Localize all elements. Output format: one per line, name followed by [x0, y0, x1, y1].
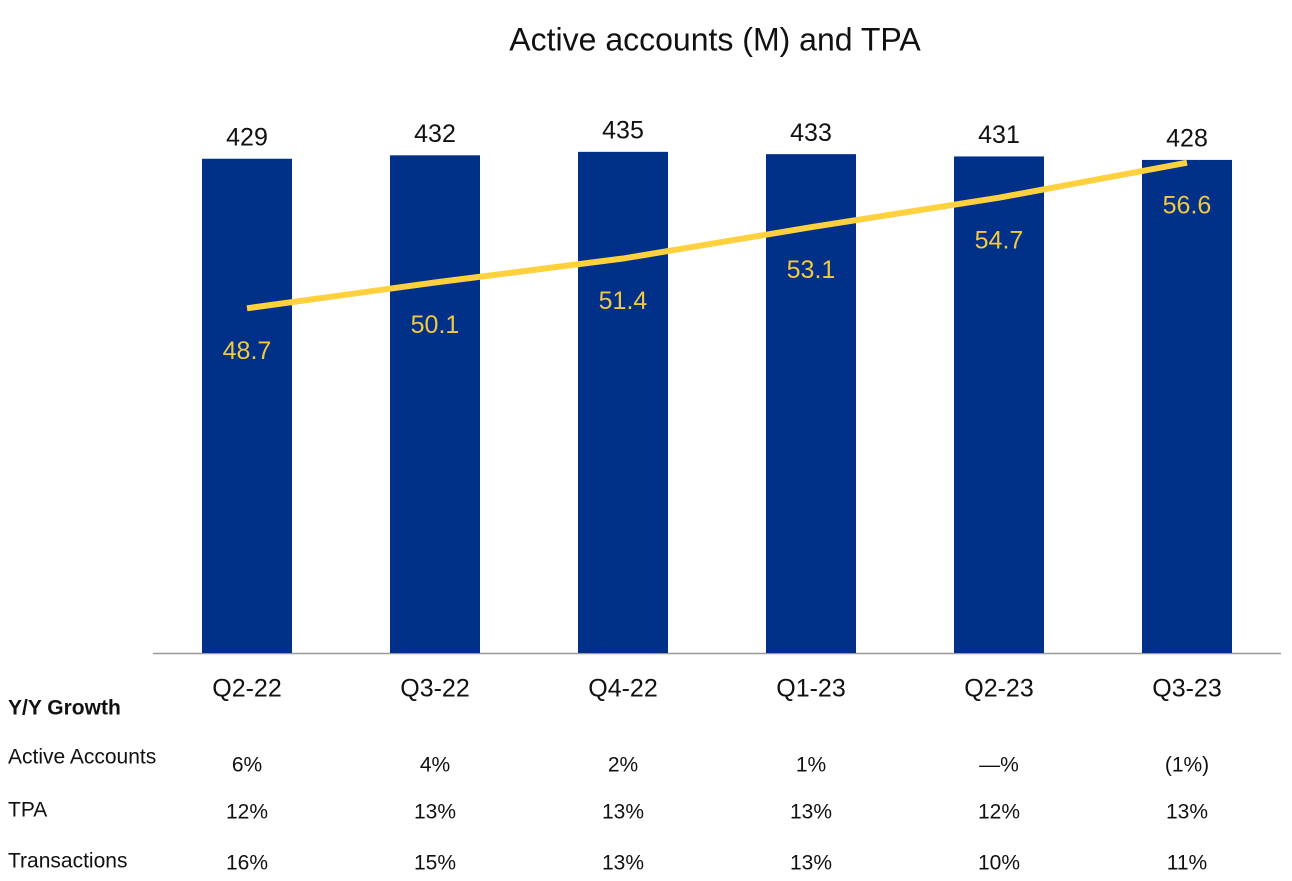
- table-cell: 4%: [420, 754, 450, 777]
- table-cell: 2%: [608, 754, 638, 777]
- line: [246, 159, 1188, 312]
- row-label: Transactions: [8, 850, 127, 873]
- table-cell: (1%): [1165, 754, 1209, 777]
- line-value-label: 51.4: [599, 287, 648, 315]
- x-tick-label: Q4-22: [588, 675, 657, 703]
- table-title: Y/Y Growth: [8, 697, 121, 720]
- table-cell: 12%: [226, 801, 268, 824]
- table-cell: 13%: [602, 801, 644, 824]
- x-tick-label: Q2-22: [212, 675, 281, 703]
- table-cell: 16%: [226, 852, 268, 875]
- bar: [578, 151, 668, 653]
- table-cell: 15%: [414, 852, 456, 875]
- x-tick-label: Q3-22: [400, 675, 469, 703]
- row-label: TPA: [8, 799, 47, 822]
- table-cell: 12%: [978, 801, 1020, 824]
- bar: [390, 155, 480, 654]
- bar: [766, 154, 856, 653]
- table-cell: 10%: [978, 852, 1020, 875]
- bar-value-label: 429: [226, 123, 268, 151]
- line-value-label: 48.7: [223, 337, 272, 365]
- table-cell: 13%: [414, 801, 456, 824]
- x-tick-label: Q3-23: [1152, 675, 1221, 703]
- line-value-label: 56.6: [1163, 191, 1212, 219]
- bar: [954, 156, 1044, 653]
- table-cell: 13%: [790, 801, 832, 824]
- table-cell: —%: [979, 754, 1019, 777]
- bar-value-label: 433: [790, 119, 832, 147]
- bar-value-label: 432: [414, 120, 456, 148]
- chart-title: Active accounts (M) and TPA: [509, 21, 921, 57]
- table-cell: 13%: [602, 852, 644, 875]
- table-cell: 6%: [232, 754, 262, 777]
- bar: [202, 158, 292, 653]
- table-cell: 11%: [1167, 852, 1207, 875]
- line-value-label: 54.7: [975, 226, 1024, 254]
- bar: [1142, 159, 1232, 654]
- table-cell: 13%: [1166, 801, 1208, 824]
- bar-value-label: 431: [978, 121, 1020, 149]
- x-tick-label: Q2-23: [964, 675, 1033, 703]
- table-cell: 13%: [790, 852, 832, 875]
- x-tick-label: Q1-23: [776, 675, 845, 703]
- line-value-label: 50.1: [411, 311, 460, 339]
- bar-value-label: 428: [1166, 125, 1208, 153]
- table-cell: 1%: [796, 754, 826, 777]
- line-value-label: 53.1: [787, 256, 836, 284]
- bar-value-label: 435: [602, 116, 644, 144]
- row-label: Active Accounts: [8, 746, 156, 769]
